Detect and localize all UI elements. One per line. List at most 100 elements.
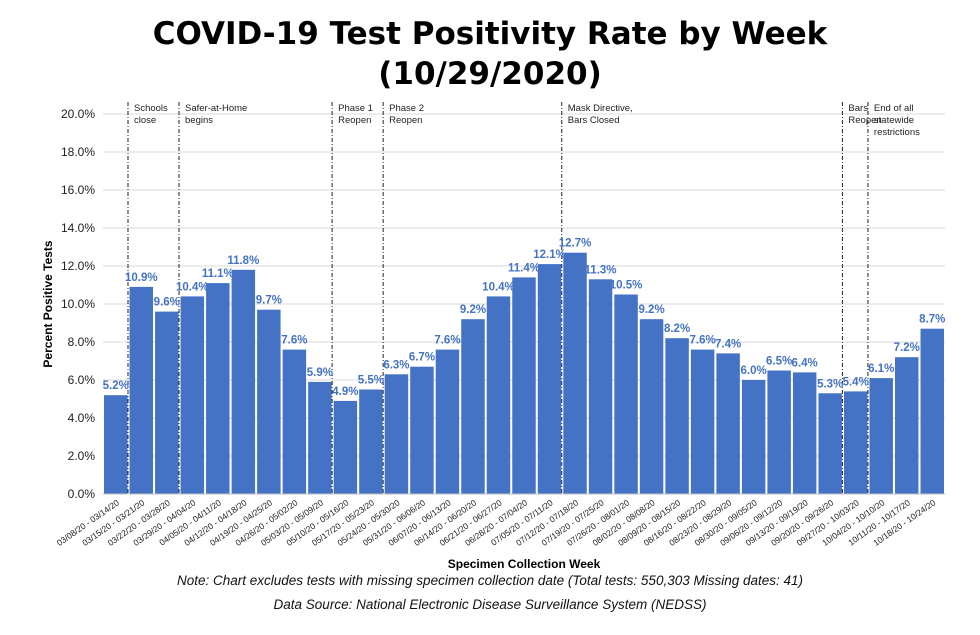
data-label: 7.6%: [689, 335, 715, 347]
data-label: 7.2%: [894, 342, 920, 354]
data-label: 8.2%: [664, 323, 690, 335]
data-label: 11.8%: [227, 255, 259, 267]
bar: [639, 319, 664, 494]
event-lines: [127, 102, 869, 494]
bar: [308, 381, 332, 494]
y-tick-label: 8.0%: [68, 335, 96, 349]
bar: [869, 378, 893, 494]
event-annotation-text: statewide: [874, 115, 914, 126]
data-label: 12.1%: [533, 249, 566, 261]
data-label: 9.2%: [460, 304, 486, 316]
data-label: 9.2%: [638, 304, 664, 316]
y-tick-label: 20.0%: [61, 107, 95, 121]
y-tick-label: 2.0%: [68, 449, 96, 463]
bar: [716, 353, 740, 494]
y-tick-label: 4.0%: [68, 411, 96, 425]
bar: [410, 366, 434, 494]
data-label: 6.5%: [766, 356, 792, 368]
event-annotation-text: Reopen: [338, 115, 371, 126]
event-annotation-text: close: [134, 115, 156, 126]
bar: [384, 374, 409, 494]
bar: [257, 309, 281, 494]
bar: [843, 391, 868, 494]
bar: [614, 294, 638, 494]
event-annotation-text: Safer-at-Home: [185, 103, 247, 114]
chart-title: COVID-19 Test Positivity Rate by Week (1…: [0, 14, 980, 94]
bar: [282, 349, 307, 494]
bar: [359, 389, 383, 494]
y-axis-ticks: 0.0% 2.0% 4.0% 6.0% 8.0% 10.0% 12.0% 14.0% 16.0%…: [61, 107, 95, 501]
chart-title-line-1: COVID-19 Test Positivity Rate by Week: [152, 16, 828, 52]
chart-title-line-2: (10/29/2020): [378, 56, 602, 92]
bar: [894, 357, 919, 494]
bars: [104, 252, 944, 494]
y-tick-label: 0.0%: [68, 487, 96, 501]
y-tick-label: 6.0%: [68, 373, 96, 387]
bar: [129, 286, 154, 494]
data-source-note: Data Source: National Electronic Disease…: [273, 597, 707, 612]
data-label: 6.0%: [741, 365, 767, 377]
data-label: 6.7%: [409, 352, 435, 364]
bar: [741, 380, 766, 494]
bar: [665, 338, 689, 494]
y-tick-label: 18.0%: [61, 145, 95, 159]
data-label: 5.2%: [103, 380, 129, 392]
x-axis-label: Specimen Collection Week: [448, 557, 601, 571]
bar: [206, 283, 230, 494]
data-label: 5.5%: [358, 375, 384, 387]
bar: [104, 395, 128, 494]
data-label: 6.3%: [383, 359, 409, 371]
data-label: 10.4%: [176, 281, 209, 293]
bar: [180, 296, 205, 494]
event-annotation-text: Mask Directive,: [568, 103, 633, 114]
event-annotation-text: Reopen: [848, 115, 881, 126]
bar: [563, 252, 587, 494]
y-tick-label: 10.0%: [61, 297, 95, 311]
data-label: 5.4%: [843, 376, 869, 388]
bar: [486, 296, 511, 494]
data-label: 12.7%: [559, 238, 592, 250]
data-label: 4.9%: [332, 386, 358, 398]
y-axis-label: Percent Positive Tests: [41, 240, 55, 367]
event-annotation-text: restrictions: [874, 127, 920, 138]
bar: [333, 400, 358, 494]
bar: [588, 279, 613, 494]
data-label: 9.7%: [256, 295, 282, 307]
data-label: 5.3%: [817, 378, 843, 390]
data-label: 7.4%: [715, 338, 741, 350]
data-label: 10.5%: [610, 280, 643, 292]
event-annotation-text: Phase 2: [389, 103, 424, 114]
bar: [537, 264, 562, 494]
data-label: 7.6%: [281, 335, 307, 347]
data-label: 10.9%: [125, 272, 158, 284]
chart-note: Note: Chart excludes tests with missing …: [176, 573, 804, 588]
bar: [690, 349, 715, 494]
data-label: 5.9%: [307, 367, 333, 379]
bar: [920, 328, 944, 494]
data-label: 11.3%: [585, 264, 617, 276]
event-annotation-text: Schools: [134, 103, 168, 114]
data-label: 6.4%: [792, 357, 818, 369]
bar: [818, 393, 842, 494]
bar: [461, 319, 485, 494]
event-annotation-text: begins: [185, 115, 213, 126]
data-label: 11.4%: [508, 262, 540, 274]
event-annotation-text: Reopen: [389, 115, 422, 126]
event-annotation-text: Phase 1: [338, 103, 373, 114]
y-tick-label: 12.0%: [61, 259, 95, 273]
data-label: 11.1%: [202, 268, 234, 280]
y-tick-label: 16.0%: [61, 183, 95, 197]
data-label: 8.7%: [919, 314, 945, 326]
data-label: 6.1%: [868, 363, 894, 375]
bar: [512, 277, 536, 494]
data-label: 7.6%: [434, 335, 460, 347]
bar: [767, 370, 791, 494]
event-annotation-text: Bars: [848, 103, 868, 114]
event-annotation-text: End of all: [874, 103, 914, 114]
data-label: 9.6%: [154, 297, 180, 309]
bar: [155, 311, 179, 494]
bar: [792, 372, 817, 494]
